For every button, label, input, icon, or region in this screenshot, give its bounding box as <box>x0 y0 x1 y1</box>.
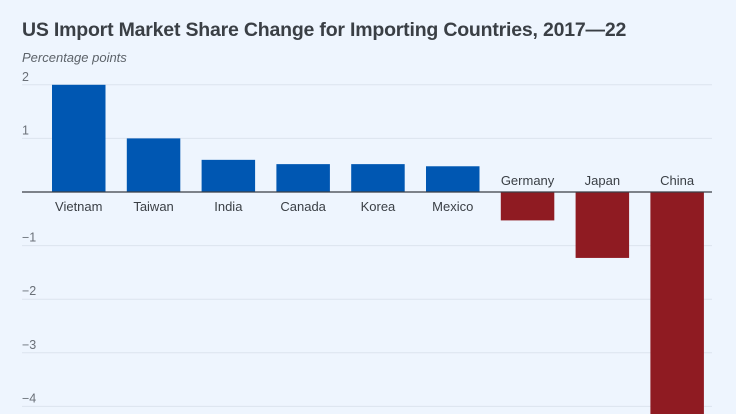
bars <box>52 84 704 414</box>
category-label: India <box>214 199 243 214</box>
chart-title: US Import Market Share Change for Import… <box>22 19 627 41</box>
category-label: Japan <box>585 173 620 188</box>
category-label: China <box>660 173 695 188</box>
category-label: Canada <box>280 199 326 214</box>
bar-canada <box>276 164 330 192</box>
category-labels: Vietnam Taiwan India Canada Korea Mexico Germa… <box>55 173 695 214</box>
bar-korea <box>351 164 405 192</box>
y-tick-label: −1 <box>22 231 36 245</box>
bar-japan <box>575 192 630 258</box>
category-label: Vietnam <box>55 199 102 214</box>
bar-china <box>650 192 704 414</box>
bar-india <box>201 159 256 192</box>
y-tick-label: 1 <box>22 123 29 137</box>
bar-mexico <box>426 166 480 192</box>
category-label: Germany <box>501 173 555 188</box>
category-label: Taiwan <box>133 199 173 214</box>
bar-vietnam <box>52 84 106 192</box>
bar-taiwan <box>126 138 181 192</box>
bar-germany <box>500 192 555 221</box>
category-label: Mexico <box>432 199 473 214</box>
y-tick-label: 2 <box>22 70 29 84</box>
chart-subtitle: Percentage points <box>22 50 127 65</box>
category-label: Korea <box>361 199 396 214</box>
y-tick-label: −3 <box>22 338 36 352</box>
y-tick-label: −4 <box>22 391 36 405</box>
y-axis-tick-labels: 2 1 −1 −2 −3 −4 <box>22 70 36 406</box>
y-tick-label: −2 <box>22 284 36 298</box>
